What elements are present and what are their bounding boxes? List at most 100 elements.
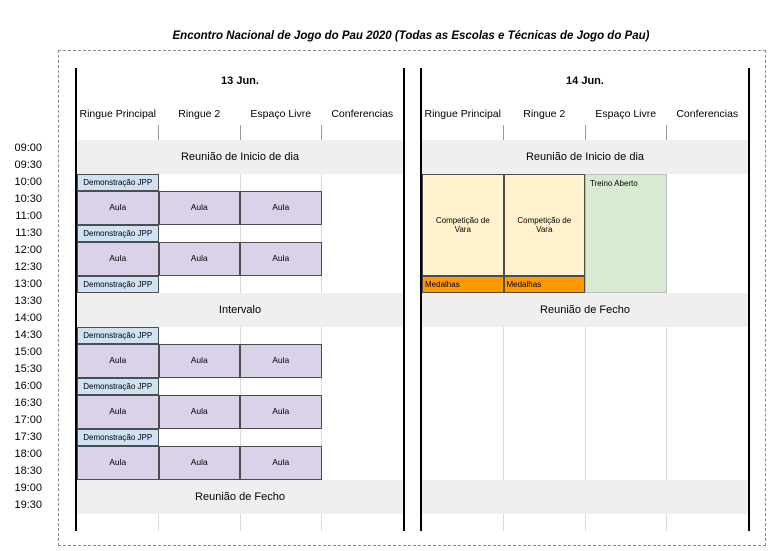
event-label: Medalhas <box>506 279 542 289</box>
event-aula: Aula <box>77 446 159 480</box>
time-label: 10:30 <box>14 193 42 205</box>
event-band: Reunião de Inicio de dia <box>422 140 748 174</box>
column-divider-tick <box>666 125 667 140</box>
column-separator <box>503 140 504 531</box>
time-label: 10:00 <box>14 176 42 188</box>
event-label: Reunião de Inicio de dia <box>180 150 300 163</box>
column-header-espaco-livre: Espaço Livre <box>595 108 657 120</box>
event-label: Aula <box>190 253 208 264</box>
time-label: 15:00 <box>14 346 42 358</box>
time-label: 18:00 <box>14 448 42 460</box>
event-label: Aula <box>109 457 127 468</box>
column-divider-tick <box>503 125 504 140</box>
day-table-14-jun: 14 Jun. Ringue Principal Ringue 2 Espaço… <box>420 68 750 531</box>
time-label: 09:00 <box>14 142 42 154</box>
event-aula: Aula <box>77 191 159 225</box>
time-label: 14:30 <box>14 329 42 341</box>
day-body: Reunião de Inicio de dia Competição de Va… <box>422 140 748 531</box>
event-aula: Aula <box>240 344 322 378</box>
event-comp: Competição de Vara <box>422 174 504 276</box>
time-label: 11:30 <box>15 227 42 239</box>
time-label: 12:30 <box>14 261 42 273</box>
event-medal: Medalhas <box>503 276 585 293</box>
event-aula: Aula <box>158 395 240 429</box>
column-header-ringue-2: Ringue 2 <box>523 108 566 120</box>
column-divider-tick <box>240 125 241 140</box>
event-label: Aula <box>190 202 208 213</box>
event-demo: Demonstração JPP <box>77 225 159 242</box>
time-label: 17:00 <box>14 414 42 426</box>
event-label: Intervalo <box>218 303 262 316</box>
event-label: Aula <box>190 457 208 468</box>
event-label: Demonstração JPP <box>83 279 153 289</box>
event-label: Reunião de Inicio de dia <box>525 150 645 163</box>
event-label: Demonstração JPP <box>83 228 153 238</box>
event-label: Competição de Vara <box>435 215 490 234</box>
time-label: 17:30 <box>14 431 42 443</box>
event-band: Intervalo <box>77 293 403 327</box>
column-header-ringue-principal: Ringue Principal <box>79 108 156 120</box>
event-label: Aula <box>190 406 208 417</box>
event-band <box>422 480 748 514</box>
column-header-espaco-livre: Espaço Livre <box>250 108 312 120</box>
time-label: 13:00 <box>14 278 42 290</box>
column-divider-tick <box>321 125 322 140</box>
event-label: Aula <box>109 253 127 264</box>
time-label: 15:30 <box>14 363 42 375</box>
time-label: 19:30 <box>14 499 42 511</box>
time-label: 16:00 <box>14 380 42 392</box>
event-label: Aula <box>272 406 290 417</box>
event-label: Medalhas <box>425 279 460 289</box>
event-aula: Aula <box>158 446 240 480</box>
column-headers: Ringue Principal Ringue 2 Espaço Livre C… <box>77 104 403 124</box>
time-label: 11:00 <box>15 210 42 222</box>
event-aula: Aula <box>240 446 322 480</box>
event-label: Aula <box>109 202 127 213</box>
event-label: Demonstração JPP <box>83 432 153 442</box>
event-demo: Demonstração JPP <box>77 378 159 395</box>
event-aula: Aula <box>158 344 240 378</box>
day-table-13-jun: 13 Jun. Ringue Principal Ringue 2 Espaço… <box>75 68 405 531</box>
time-label: 12:00 <box>14 244 42 256</box>
time-label: 13:30 <box>14 295 42 307</box>
event-label: Aula <box>272 457 290 468</box>
column-separator <box>321 140 322 531</box>
time-label: 09:30 <box>14 159 42 171</box>
event-demo: Demonstração JPP <box>77 174 159 191</box>
time-label: 14:00 <box>14 312 42 324</box>
event-label: Reunião de Fecho <box>195 490 285 503</box>
column-separator <box>158 140 159 531</box>
event-label: Aula <box>190 355 208 366</box>
column-divider-tick <box>158 125 159 140</box>
event-aula: Aula <box>77 344 159 378</box>
time-label: 18:30 <box>14 465 42 477</box>
day-body: Reunião de Inicio de dia Demonstração JPP… <box>77 140 403 531</box>
column-separator <box>585 140 586 531</box>
event-label: Treino Aberto <box>590 179 638 188</box>
day-header: 14 Jun. <box>566 75 604 87</box>
day-header: 13 Jun. <box>221 75 259 87</box>
column-header-ringue-principal: Ringue Principal <box>424 108 501 120</box>
event-aula: Aula <box>158 242 240 276</box>
event-label: Aula <box>109 355 127 366</box>
event-aula: Aula <box>77 395 159 429</box>
event-label: Reunião de Fecho <box>540 303 630 316</box>
column-headers: Ringue Principal Ringue 2 Espaço Livre C… <box>422 104 748 124</box>
column-divider-tick <box>585 125 586 140</box>
page-title: Encontro Nacional de Jogo do Pau 2020 (T… <box>172 30 650 42</box>
event-aula: Aula <box>240 242 322 276</box>
column-separator <box>240 140 241 531</box>
event-label: Aula <box>272 202 290 213</box>
event-label: Aula <box>272 355 290 366</box>
event-treino: Treino Aberto <box>585 174 667 293</box>
event-label: Competição de Vara <box>517 215 572 234</box>
event-band: Reunião de Fecho <box>422 293 748 327</box>
event-label: Aula <box>109 406 127 417</box>
event-label: Demonstração JPP <box>83 381 153 391</box>
event-aula: Aula <box>77 242 159 276</box>
event-medal: Medalhas <box>422 276 504 293</box>
event-aula: Aula <box>240 395 322 429</box>
event-aula: Aula <box>158 191 240 225</box>
event-label: Demonstração JPP <box>83 177 153 187</box>
